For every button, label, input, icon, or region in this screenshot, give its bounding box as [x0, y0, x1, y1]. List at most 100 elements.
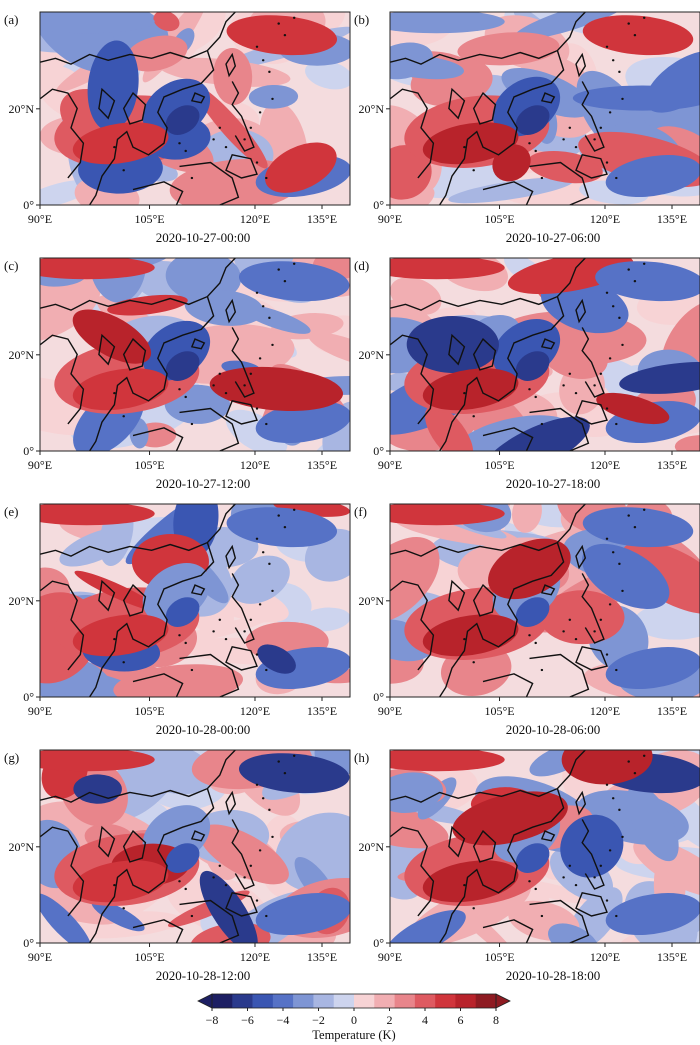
- panel-label: (h): [354, 750, 369, 765]
- lat-tick-label: 0°: [373, 936, 384, 950]
- lon-tick-label: 90°E: [28, 950, 52, 964]
- lon-tick-label: 90°E: [378, 212, 402, 226]
- lon-tick-label: 90°E: [28, 458, 52, 472]
- map-panel: (g) 20°N 0°90°E 105°E 120°E 135°E 2020-10-28-1…: [4, 749, 351, 983]
- lat-tick-label: 20°N: [9, 348, 35, 362]
- map-panel: (f) 20°N 0°90°E 105°E 120°E 135°E 2020-10-28-0…: [354, 503, 700, 737]
- colorbar-segment: [455, 994, 477, 1008]
- panel-time: 2020-10-27-18:00: [506, 476, 601, 491]
- colorbar: −8 −6 −4 −2 0 2 4 6 8 Temperature (K): [197, 993, 511, 1042]
- lon-tick-label: 90°E: [378, 458, 402, 472]
- colorbar-min-arrow: [197, 993, 213, 1009]
- lat-tick-label: 0°: [373, 690, 384, 704]
- temperature-field: [40, 12, 350, 205]
- lon-tick-label: 135°E: [657, 212, 687, 226]
- colorbar-tick-label: −2: [312, 1013, 325, 1027]
- panel-label: (d): [354, 258, 369, 273]
- colorbar-segment: [272, 994, 294, 1008]
- panel-label: (f): [354, 504, 367, 519]
- map-panel: (h) 20°N 0°90°E 105°E 120°E 135°E 2020-10-28-1…: [354, 749, 700, 983]
- map-panel: (a) 20°N 0°90°E 105°E 120°E 135°E 2020-10-27-0…: [4, 11, 351, 245]
- lon-tick-label: 90°E: [28, 212, 52, 226]
- lon-tick-label: 120°E: [240, 704, 270, 718]
- lon-tick-label: 135°E: [307, 212, 337, 226]
- lon-tick-label: 120°E: [590, 704, 620, 718]
- lon-tick-label: 105°E: [134, 704, 164, 718]
- panel-time: 2020-10-28-00:00: [156, 722, 251, 737]
- lat-tick-label: 20°N: [359, 348, 385, 362]
- coastline: [40, 750, 295, 943]
- lat-tick-label: 20°N: [9, 594, 35, 608]
- colorbar-segment: [333, 994, 355, 1008]
- coastline: [40, 258, 295, 451]
- colorbar-tick-label: 8: [493, 1013, 499, 1027]
- panel-time: 2020-10-28-06:00: [506, 722, 601, 737]
- lon-tick-label: 120°E: [240, 950, 270, 964]
- lat-tick-label: 0°: [373, 444, 384, 458]
- lon-tick-label: 105°E: [134, 458, 164, 472]
- coastline: [390, 750, 645, 943]
- panel-time: 2020-10-28-18:00: [506, 968, 601, 983]
- map-panels: (a)20°N0°90°E 105°E 120°E 135°E2020-10-27-0…: [4, 11, 700, 983]
- lat-tick-label: 20°N: [359, 594, 385, 608]
- lon-tick-label: 120°E: [590, 950, 620, 964]
- colorbar-tick-label: −4: [277, 1013, 290, 1027]
- panel-label: (a): [4, 12, 18, 27]
- colorbar-tick-label: 6: [458, 1013, 464, 1027]
- map-panel: (e) 20°N 0°90°E 105°E 120°E 135°E 2020-10-28-0…: [4, 503, 351, 737]
- lon-tick-label: 105°E: [134, 950, 164, 964]
- lat-tick-label: 20°N: [9, 840, 35, 854]
- lat-tick-label: 0°: [23, 198, 34, 212]
- colorbar-segment: [354, 994, 375, 1008]
- map-panel: (d) 20°N 0°90°E 105°E 120°E 135°E 2020-10-27-1…: [354, 257, 700, 491]
- lon-tick-label: 105°E: [484, 704, 514, 718]
- lon-tick-label: 105°E: [134, 212, 164, 226]
- lon-tick-label: 105°E: [484, 212, 514, 226]
- colorbar-segment: [394, 994, 416, 1008]
- lat-tick-label: 0°: [23, 444, 34, 458]
- lon-tick-label: 135°E: [307, 704, 337, 718]
- lat-tick-label: 0°: [23, 690, 34, 704]
- colorbar-segment: [212, 994, 233, 1008]
- coastline: [390, 12, 645, 205]
- lat-tick-label: 20°N: [359, 840, 385, 854]
- colorbar-tick-label: 0: [351, 1013, 357, 1027]
- colorbar-tick-label: 2: [387, 1013, 393, 1027]
- lon-tick-label: 90°E: [378, 950, 402, 964]
- map-panel: (b) 20°N 0°90°E 105°E 120°E 135°E 2020-10-27-0…: [354, 11, 700, 245]
- colorbar-tick-label: −8: [206, 1013, 219, 1027]
- colorbar-tick-label: 4: [422, 1013, 428, 1027]
- lon-tick-label: 90°E: [28, 704, 52, 718]
- panel-time: 2020-10-27-06:00: [506, 230, 601, 245]
- panel-label: (e): [4, 504, 18, 519]
- colorbar-segment: [435, 994, 456, 1008]
- colorbar-segment: [414, 994, 436, 1008]
- panel-time: 2020-10-27-12:00: [156, 476, 251, 491]
- temperature-field: [40, 750, 350, 943]
- coastline: [40, 12, 295, 205]
- colorbar-segment: [293, 994, 314, 1008]
- lat-tick-label: 20°N: [9, 102, 35, 116]
- panel-label: (c): [4, 258, 18, 273]
- colorbar-segment: [252, 994, 274, 1008]
- temperature-field: [390, 258, 700, 451]
- lon-tick-label: 135°E: [657, 704, 687, 718]
- colorbar-segment: [232, 994, 253, 1008]
- lat-tick-label: 20°N: [359, 102, 385, 116]
- map-panel: (c) 20°N 0°90°E 105°E 120°E 135°E 2020-10-27-1…: [4, 257, 351, 491]
- lon-tick-label: 135°E: [657, 950, 687, 964]
- panel-label: (b): [354, 12, 369, 27]
- lon-tick-label: 135°E: [657, 458, 687, 472]
- lon-tick-label: 135°E: [307, 950, 337, 964]
- panel-time: 2020-10-28-12:00: [156, 968, 251, 983]
- temperature-field: [390, 504, 700, 697]
- panel-time: 2020-10-27-00:00: [156, 230, 251, 245]
- lon-tick-label: 105°E: [484, 458, 514, 472]
- coastline: [390, 504, 645, 697]
- lat-tick-label: 0°: [23, 936, 34, 950]
- lon-tick-label: 90°E: [378, 704, 402, 718]
- lon-tick-label: 120°E: [240, 212, 270, 226]
- lon-tick-label: 120°E: [590, 458, 620, 472]
- colorbar-title: Temperature (K): [312, 1028, 395, 1042]
